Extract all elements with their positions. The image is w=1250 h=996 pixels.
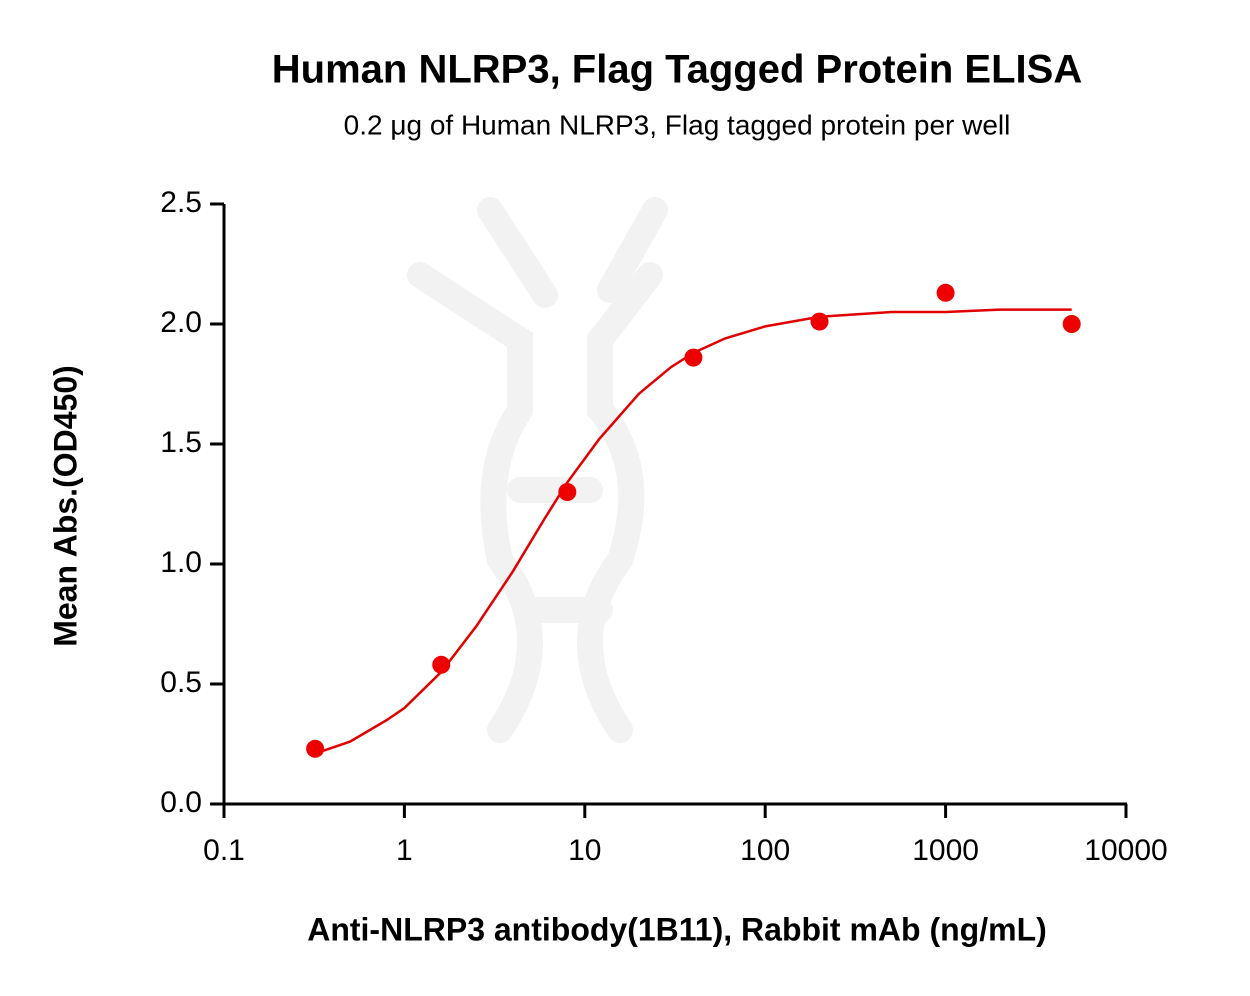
y-tick-label: 2.0 — [160, 306, 202, 339]
y-tick-label: 0.5 — [160, 666, 202, 699]
y-tick-label: 0.0 — [160, 786, 202, 819]
data-point — [810, 312, 829, 331]
x-tick-label: 1 — [396, 834, 413, 867]
data-point — [306, 739, 325, 758]
data-point — [684, 348, 703, 367]
chart-title: Human NLRP3, Flag Tagged Protein ELISA — [272, 48, 1082, 92]
chart-subtitle: 0.2 μg of Human NLRP3, Flag tagged prote… — [344, 109, 1011, 140]
x-tick-label: 10 — [568, 834, 601, 867]
data-point — [1062, 315, 1081, 333]
watermark-rung — [507, 477, 613, 623]
watermark-strand — [477, 197, 558, 308]
x-tick-label: 100 — [740, 834, 790, 867]
y-tick-label: 1.5 — [160, 426, 202, 459]
watermark-strand — [597, 197, 668, 303]
data-point — [558, 483, 577, 501]
watermark-strand — [577, 262, 663, 743]
x-tick-label: 0.1 — [203, 834, 245, 867]
x-axis-label: Anti-NLRP3 antibody(1B11), Rabbit mAb (n… — [307, 911, 1047, 947]
watermark — [407, 197, 668, 743]
fit-curve — [314, 308, 1072, 755]
watermark-strand — [407, 262, 543, 743]
x-tick-label: 1000 — [912, 834, 979, 867]
y-tick-label: 1.0 — [160, 546, 202, 579]
x-tick-label: 10000 — [1084, 834, 1167, 867]
data-point — [432, 655, 451, 674]
data-point — [936, 283, 955, 302]
y-axis-label: Mean Abs.(OD450) — [47, 365, 83, 647]
y-tick-label: 2.5 — [160, 186, 202, 219]
